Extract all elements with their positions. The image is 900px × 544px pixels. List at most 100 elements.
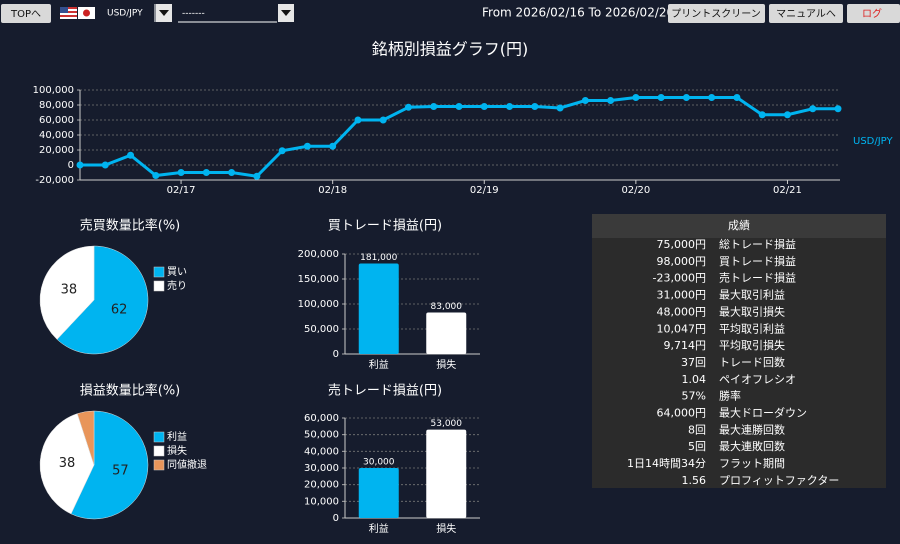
stat-label: 買トレード損益 <box>719 254 796 268</box>
legend-swatch <box>153 459 165 471</box>
point <box>581 97 589 104</box>
legend-label: 同値撤退 <box>167 458 207 471</box>
chart-title: 買トレード損益(円) <box>328 219 442 234</box>
x-tick-label: 02/20 <box>621 185 650 196</box>
bar <box>358 263 399 354</box>
point <box>758 111 766 119</box>
point <box>127 151 135 159</box>
y-tick-label: 80,000 <box>39 100 74 111</box>
stat-label: 最大ドローダウン <box>719 406 807 420</box>
top-button[interactable] <box>1 4 51 23</box>
point <box>202 169 210 176</box>
stats-header <box>592 214 886 238</box>
value-label: 83,000 <box>431 302 463 312</box>
stat-label: トレード回数 <box>719 356 785 369</box>
point <box>783 111 791 119</box>
x-tick-label: 02/17 <box>167 185 196 196</box>
stat-label: ペイオフレシオ <box>719 373 796 386</box>
stat-label: 平均取引利益 <box>719 321 785 335</box>
stat-value: 48,000円 <box>657 305 707 318</box>
stat-value: 5回 <box>688 440 706 453</box>
point <box>556 104 564 112</box>
logout-button[interactable] <box>847 4 900 23</box>
stat-value: 64,000円 <box>657 407 707 420</box>
pie-slice <box>70 410 149 520</box>
y-tick-label: 40,000 <box>304 446 339 457</box>
y-tick-label: 10,000 <box>304 496 339 507</box>
point <box>177 169 185 176</box>
x-tick-label: 損失 <box>436 522 456 535</box>
y-tick-label: 0 <box>68 160 74 171</box>
y-tick-label: -20,000 <box>35 175 74 186</box>
chart-title: 売買数量比率(%) <box>80 218 181 234</box>
top-button-label: TOPへ <box>10 9 41 20</box>
bar <box>358 468 399 518</box>
x-tick-label: 02/19 <box>470 185 499 196</box>
manual-button[interactable] <box>769 4 843 23</box>
stat-label: 最大取引利益 <box>719 288 785 302</box>
y-tick-label: 60,000 <box>39 115 74 126</box>
stat-value: 31,000円 <box>657 289 707 302</box>
chart-title: 銘柄別損益グラフ(円) <box>372 40 529 59</box>
pie-slice <box>39 245 95 340</box>
legend-label: 損失 <box>167 444 187 457</box>
point <box>455 103 463 110</box>
y-tick-label: 20,000 <box>304 480 339 491</box>
point <box>834 105 842 113</box>
point <box>607 97 615 104</box>
flag-jp <box>78 7 95 19</box>
y-tick-label: 100,000 <box>298 299 339 310</box>
symbol-select[interactable]: USD/JPY <box>107 9 143 19</box>
point <box>404 103 412 111</box>
stat-value: 10,047円 <box>657 322 707 335</box>
stat-value: 1.56 <box>682 474 707 487</box>
stat-value: -23,000円 <box>653 272 706 285</box>
point <box>682 94 690 101</box>
stats-table <box>592 214 886 488</box>
print-button[interactable] <box>668 4 765 23</box>
logout-button-label: ログ <box>862 7 882 20</box>
point <box>303 142 311 150</box>
legend-label: 買い <box>167 266 187 278</box>
y-tick-label: 20,000 <box>39 145 74 156</box>
y-tick-label: 50,000 <box>304 324 339 335</box>
point <box>809 105 817 113</box>
stat-label: 平均取引損失 <box>719 338 785 352</box>
stat-label: 最大取引損失 <box>719 304 785 318</box>
point <box>354 116 362 124</box>
stat-value: 98,000円 <box>657 255 707 268</box>
point <box>430 103 438 110</box>
y-tick-label: 200,000 <box>298 249 339 260</box>
y-tick-label: 0 <box>333 513 339 524</box>
stat-value: 1.04 <box>682 373 707 386</box>
y-tick-label: 150,000 <box>298 274 339 285</box>
pie-slice <box>56 245 149 355</box>
point <box>278 147 286 155</box>
legend-swatch <box>153 445 165 457</box>
point <box>101 161 109 169</box>
pie-slice <box>39 413 95 515</box>
stat-label: フラット期間 <box>719 457 785 470</box>
slice-label: 38 <box>61 283 78 298</box>
stat-value: 1日14時間34分 <box>627 457 706 470</box>
dropdown-arrow <box>281 10 291 16</box>
period: From 2026/02/16 To 2026/02/20 <box>482 6 674 20</box>
point <box>480 103 488 110</box>
bar <box>426 429 467 518</box>
legend-swatch <box>153 266 165 278</box>
legend-swatch <box>153 431 165 443</box>
x-tick-label: 02/18 <box>318 185 347 196</box>
value-label: 30,000 <box>363 458 395 468</box>
point <box>152 172 160 179</box>
dropdown-arrow <box>159 10 169 16</box>
y-tick-label: 0 <box>333 349 339 360</box>
x-tick-label: 利益 <box>369 358 389 371</box>
slice-label: 57 <box>112 463 129 478</box>
chart-title: 損益数量比率(%) <box>80 383 181 399</box>
legend-swatch <box>153 280 165 292</box>
point <box>506 103 514 110</box>
manual-button-label: マニュアルへ <box>776 9 836 20</box>
point <box>379 116 387 124</box>
filter-select[interactable]: ------- <box>182 9 205 19</box>
